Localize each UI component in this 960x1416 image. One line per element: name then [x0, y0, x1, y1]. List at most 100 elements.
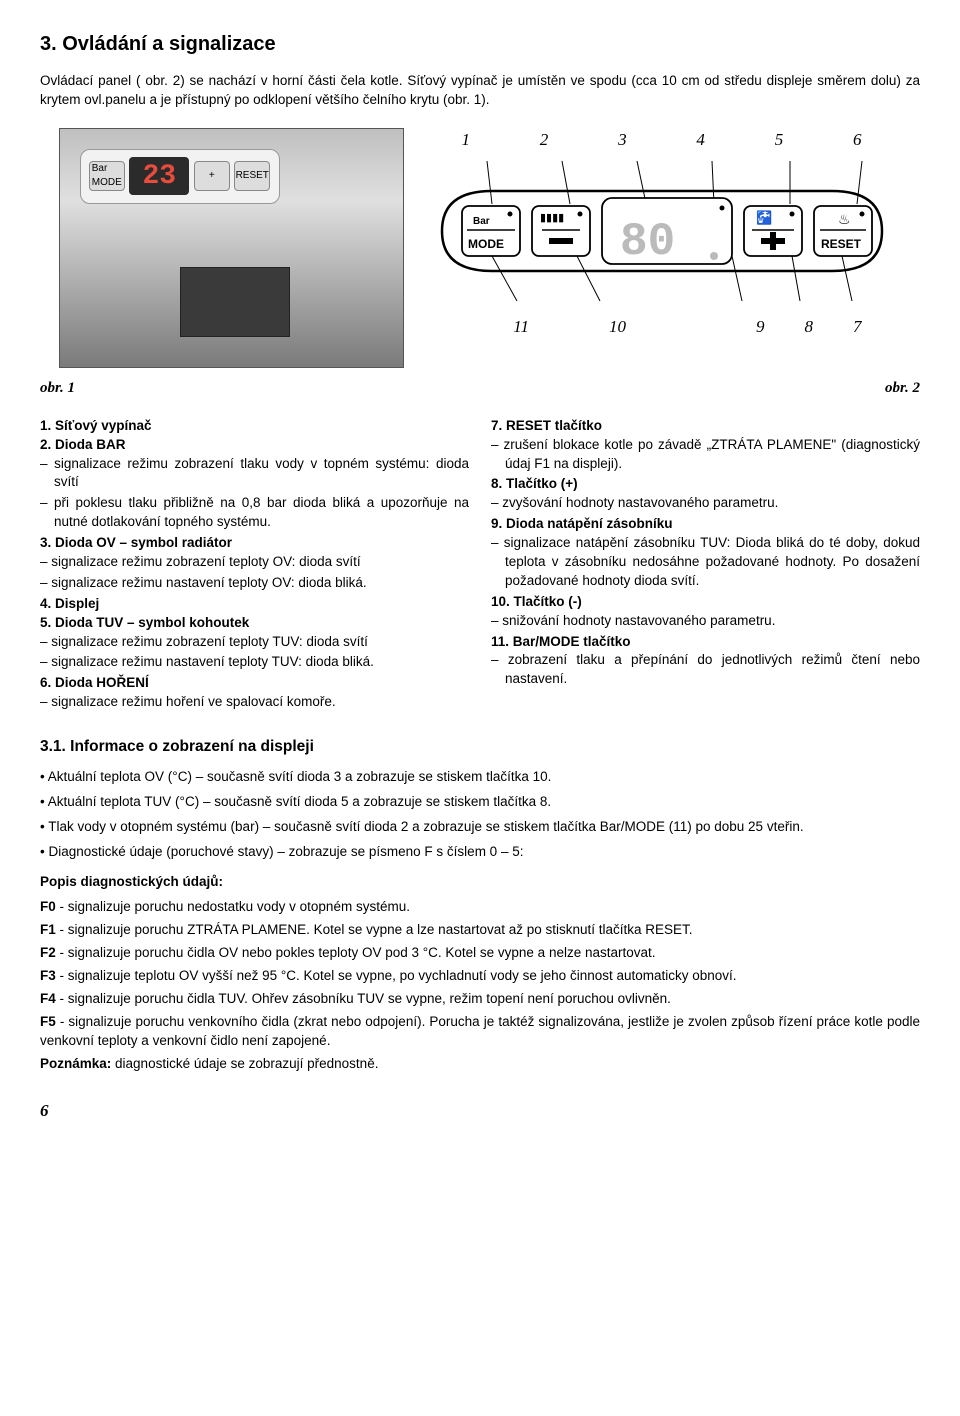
obr1-caption: obr. 1	[40, 378, 75, 399]
photo-control-panel: BarMODE 23 + RESET	[80, 149, 280, 204]
callout-10: 10	[609, 315, 626, 339]
callout-3: 3	[618, 128, 627, 152]
legend-dash-list: signalizace režimu hoření ve spalovací k…	[40, 693, 469, 712]
display-value: 80	[620, 216, 675, 268]
section-title: 3. Ovládání a signalizace	[40, 30, 920, 58]
legend-item-head: 7. RESET tlačítko	[491, 417, 920, 436]
diag-list: F0 - signalizuje poruchu nedostatku vody…	[40, 898, 920, 1050]
legend-item-head: 1. Síťový vypínač	[40, 417, 469, 436]
svg-text:♨: ♨	[838, 211, 851, 227]
diag-item: F0 - signalizuje poruchu nedostatku vody…	[40, 898, 920, 917]
callout-bottom: 11 10 9 8 7	[422, 315, 902, 339]
btn-bar-text: Bar	[473, 216, 490, 227]
legend-two-column: 1. Síťový vypínač2. Dioda BARsignalizace…	[40, 417, 920, 714]
subsection-title: 3.1. Informace o zobrazení na displeji	[40, 736, 920, 758]
photo-figure-1: BarMODE 23 + RESET	[59, 128, 404, 368]
legend-dash-item: zobrazení tlaku a přepínání do jednotliv…	[491, 651, 920, 689]
legend-dash-list: zvyšování hodnoty nastavovaného parametr…	[491, 494, 920, 513]
legend-item-head: 3. Dioda OV – symbol radiátor	[40, 534, 469, 553]
note-label: Poznámka:	[40, 1056, 111, 1071]
figures-row: BarMODE 23 + RESET 1 2 3 4 5 6	[40, 128, 920, 368]
legend-item-head: 9. Dioda natápění zásobníku	[491, 515, 920, 534]
info-bullet-item: Tlak vody v otopném systému (bar) – souč…	[40, 818, 920, 837]
legend-dash-list: signalizace režimu zobrazení teploty TUV…	[40, 633, 469, 673]
diag-text: - signalizuje poruchu nedostatku vody v …	[56, 899, 410, 914]
legend-dash-list: signalizace režimu zobrazení tlaku vody …	[40, 455, 469, 533]
diag-code: F5	[40, 1014, 56, 1029]
callout-top: 1 2 3 4 5 6	[422, 128, 902, 152]
diag-code: F0	[40, 899, 56, 914]
legend-dash-item: signalizace režimu nastavení teploty TUV…	[40, 653, 469, 672]
callout-11: 11	[513, 315, 529, 339]
callout-2: 2	[540, 128, 549, 152]
info-bullets: Aktuální teplota OV (°C) – současně svít…	[40, 768, 920, 862]
photo-reset-btn: RESET	[234, 161, 270, 191]
diag-code: F4	[40, 991, 56, 1006]
diag-code: F3	[40, 968, 56, 983]
legend-dash-item: snižování hodnoty nastavovaného parametr…	[491, 612, 920, 631]
diag-head: Popis diagnostických údajů:	[40, 873, 920, 892]
legend-right-col: 7. RESET tlačítkozrušení blokace kotle p…	[491, 417, 920, 714]
note-line: Poznámka: diagnostické údaje se zobrazuj…	[40, 1055, 920, 1074]
panel-diagram-svg: Bar MODE ▮▮▮▮ 80 🚰 ♨ RE	[422, 156, 902, 306]
info-bullet-item: Aktuální teplota TUV (°C) – současně sví…	[40, 793, 920, 812]
btn-reset-text: RESET	[821, 237, 862, 251]
diag-item: F4 - signalizuje poruchu čidla TUV. Ohře…	[40, 990, 920, 1009]
legend-item-head: 8. Tlačítko (+)	[491, 475, 920, 494]
legend-dash-item: signalizace režimu nastavení teploty OV:…	[40, 574, 469, 593]
diag-code: F1	[40, 922, 56, 937]
legend-item-head: 10. Tlačítko (-)	[491, 593, 920, 612]
legend-item-head: 2. Dioda BAR	[40, 436, 469, 455]
legend-item-head: 6. Dioda HOŘENÍ	[40, 674, 469, 693]
photo-plus-btn: +	[194, 161, 230, 191]
legend-dash-item: signalizace režimu zobrazení teploty OV:…	[40, 553, 469, 572]
diag-text: - signalizuje poruchu čidla OV nebo pokl…	[56, 945, 656, 960]
legend-dash-item: při poklesu tlaku přibližně na 0,8 bar d…	[40, 494, 469, 532]
photo-slot	[180, 267, 290, 337]
page-number: 6	[40, 1099, 920, 1123]
callout-6: 6	[853, 128, 862, 152]
diag-text: - signalizuje poruchu venkovního čidla (…	[40, 1014, 920, 1048]
figure-captions: obr. 1 obr. 2	[40, 378, 920, 399]
legend-item-head: 11. Bar/MODE tlačítko	[491, 633, 920, 652]
callout-1: 1	[462, 128, 471, 152]
svg-text:🚰: 🚰	[756, 210, 772, 225]
photo-display: 23	[129, 157, 189, 195]
callout-7: 7	[853, 315, 862, 339]
diag-item: F5 - signalizuje poruchu venkovního čidl…	[40, 1013, 920, 1051]
callout-4: 4	[696, 128, 705, 152]
photo-barmode-btn: BarMODE	[89, 161, 125, 191]
diag-item: F2 - signalizuje poruchu čidla OV nebo p…	[40, 944, 920, 963]
diag-item: F3 - signalizuje teplotu OV vyšší než 95…	[40, 967, 920, 986]
legend-item-head: 5. Dioda TUV – symbol kohoutek	[40, 614, 469, 633]
legend-item-head: 4. Displej	[40, 595, 469, 614]
callout-9: 9	[756, 315, 765, 339]
note-text: diagnostické údaje se zobrazují přednost…	[111, 1056, 378, 1071]
callout-8: 8	[805, 315, 814, 339]
svg-text:▮▮▮▮: ▮▮▮▮	[540, 212, 564, 224]
diag-text: - signalizuje poruchu čidla TUV. Ohřev z…	[56, 991, 671, 1006]
intro-paragraph: Ovládací panel ( obr. 2) se nachází v ho…	[40, 72, 920, 110]
info-bullet-item: Diagnostické údaje (poruchové stavy) – z…	[40, 843, 920, 862]
legend-dash-item: signalizace režimu zobrazení tlaku vody …	[40, 455, 469, 493]
legend-dash-list: zobrazení tlaku a přepínání do jednotliv…	[491, 651, 920, 689]
callout-5: 5	[775, 128, 784, 152]
diag-text: - signalizuje poruchu ZTRÁTA PLAMENE. Ko…	[56, 922, 693, 937]
legend-dash-item: signalizace režimu zobrazení teploty TUV…	[40, 633, 469, 652]
legend-dash-item: zvyšování hodnoty nastavovaného parametr…	[491, 494, 920, 513]
obr2-caption: obr. 2	[885, 378, 920, 399]
legend-dash-list: zrušení blokace kotle po závadě „ZTRÁTA …	[491, 436, 920, 474]
diag-text: - signalizuje teplotu OV vyšší než 95 °C…	[56, 968, 737, 983]
btn-mode-text: MODE	[468, 237, 504, 251]
diag-item: F1 - signalizuje poruchu ZTRÁTA PLAMENE.…	[40, 921, 920, 940]
legend-dash-item: zrušení blokace kotle po závadě „ZTRÁTA …	[491, 436, 920, 474]
legend-dash-item: signalizace natápění zásobníku TUV: Diod…	[491, 534, 920, 591]
legend-dash-item: signalizace režimu hoření ve spalovací k…	[40, 693, 469, 712]
diag-code: F2	[40, 945, 56, 960]
info-bullet-item: Aktuální teplota OV (°C) – současně svít…	[40, 768, 920, 787]
legend-dash-list: signalizace režimu zobrazení teploty OV:…	[40, 553, 469, 593]
legend-left-col: 1. Síťový vypínač2. Dioda BARsignalizace…	[40, 417, 469, 714]
legend-dash-list: signalizace natápění zásobníku TUV: Diod…	[491, 534, 920, 591]
diagram-figure-2: 1 2 3 4 5 6 Bar	[422, 128, 902, 339]
legend-dash-list: snižování hodnoty nastavovaného parametr…	[491, 612, 920, 631]
